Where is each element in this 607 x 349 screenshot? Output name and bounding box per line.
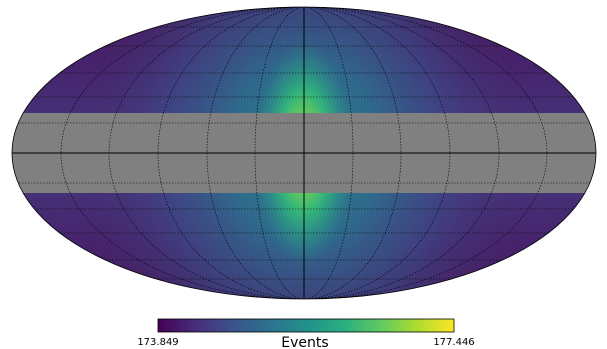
map-outline [11,6,597,300]
colorbar-title: Events [281,335,328,349]
mollweide-map [12,7,596,299]
colorbar-min-label: 173.849 [137,337,178,348]
colorbar-gradient [157,318,455,333]
colorbar-max-label: 177.446 [433,337,474,348]
colorbar: 173.849 Events 177.446 [137,318,475,349]
